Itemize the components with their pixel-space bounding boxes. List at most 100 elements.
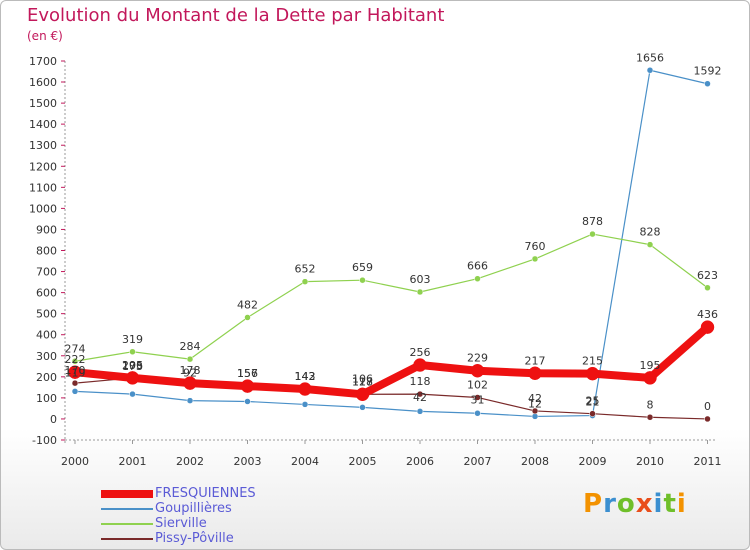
data-point-goupilli-res	[186, 397, 194, 404]
legend-item: FRESQUIENNES	[101, 486, 341, 502]
data-label-fresquiennes: 222	[65, 353, 86, 366]
data-point-goupilli-res	[359, 404, 366, 411]
data-point-fresquiennes	[298, 382, 312, 396]
data-label-pissy-p-ville: 127	[352, 375, 373, 388]
data-point-sierville	[474, 275, 481, 282]
data-label-fresquiennes: 206	[122, 359, 143, 372]
data-label: 42	[413, 391, 427, 404]
data-label-pissy-p-ville: 42	[528, 392, 542, 405]
y-tick-label: 700	[36, 266, 57, 279]
data-label-fresquiennes: 156	[237, 367, 258, 380]
proxiti-logo: Proxiti	[583, 489, 687, 519]
data-point-fresquiennes	[183, 376, 197, 390]
data-label: 21	[586, 396, 600, 409]
data-label-pissy-p-ville: 25	[586, 395, 600, 408]
data-point-fresquiennes	[125, 371, 140, 385]
data-point-fresquiennes	[470, 363, 485, 378]
y-tick-label: 400	[36, 329, 57, 342]
data-point-goupilli-res	[474, 410, 481, 417]
data-point-fresquiennes	[355, 387, 370, 402]
data-label-goupilli-res: 1592	[694, 65, 722, 78]
y-tick-label: 900	[36, 223, 57, 236]
data-point-sierville	[704, 284, 711, 292]
data-label-pissy-p-ville: 0	[704, 400, 711, 413]
data-point-fresquiennes	[413, 358, 427, 372]
y-tick-label: -100	[32, 434, 57, 447]
y-tick-label: 1200	[29, 160, 57, 173]
data-point-goupilli-res	[646, 67, 654, 74]
data-label: 12	[528, 397, 542, 410]
y-tick-label: 0	[50, 413, 57, 426]
data-point-sierville	[359, 276, 366, 284]
data-label-sierville: 652	[295, 263, 316, 276]
chart-subtitle: (en €)	[27, 29, 63, 43]
data-point-fresquiennes	[68, 365, 82, 379]
legend-item: Goupillières	[101, 501, 341, 517]
data-label-fresquiennes: 178	[180, 364, 201, 377]
data-label-sierville: 319	[122, 333, 143, 346]
series-line-fresquiennes	[71, 323, 712, 399]
legend-item: Sierville	[101, 516, 341, 532]
logo-letter: t	[663, 489, 677, 519]
data-label-sierville: 623	[697, 269, 718, 282]
legend-swatch	[101, 490, 153, 498]
data-point-sierville	[186, 355, 194, 363]
data-label-fresquiennes: 215	[582, 355, 603, 368]
x-tick-label: 2011	[694, 455, 722, 468]
x-tick-label: 2009	[579, 455, 607, 468]
data-point-goupilli-res	[704, 80, 711, 87]
logo-letter: i	[653, 489, 664, 519]
logo-letter: o	[616, 489, 636, 519]
x-tick-label: 2000	[61, 455, 89, 468]
data-label-fresquiennes: 217	[525, 354, 546, 367]
data-point-pissy-p-ville	[704, 415, 711, 423]
y-tick-label: 1100	[29, 181, 57, 194]
data-label-pissy-p-ville: 195	[122, 359, 143, 372]
x-tick-label: 2003	[234, 455, 262, 468]
data-label-sierville: 666	[467, 260, 488, 273]
data-point-goupilli-res	[244, 398, 251, 405]
logo-letter: r	[603, 489, 617, 519]
data-label-sierville: 274	[65, 342, 86, 355]
data-point-pissy-p-ville	[589, 410, 596, 417]
y-tick-label: 1300	[29, 139, 57, 152]
data-point-pissy-p-ville	[531, 407, 539, 415]
legend-label: FRESQUIENNES	[155, 486, 256, 501]
data-label-fresquiennes: 229	[467, 352, 488, 365]
data-label-fresquiennes: 118	[352, 375, 373, 388]
logo-letter: x	[635, 489, 654, 519]
data-label-sierville: 482	[237, 298, 258, 311]
data-point-goupilli-res	[416, 408, 424, 415]
y-tick-label: 1000	[29, 202, 57, 215]
data-label-pissy-p-ville: 92	[183, 366, 197, 379]
data-label-fresquiennes: 142	[295, 370, 316, 383]
legend-item: Pissy-Pôville	[101, 531, 341, 547]
data-point-sierville	[531, 255, 539, 263]
data-point-goupilli-res	[129, 390, 136, 398]
data-label-sierville: 828	[640, 226, 661, 239]
data-label-sierville: 760	[525, 240, 546, 253]
data-point-fresquiennes	[585, 366, 600, 381]
data-point-sierville	[589, 230, 596, 238]
data-point-pissy-p-ville	[416, 390, 424, 398]
data-point-fresquiennes	[240, 379, 255, 393]
data-label-sierville: 603	[410, 273, 431, 286]
data-point-pissy-p-ville	[646, 414, 654, 421]
data-label-fresquiennes: 256	[410, 346, 431, 359]
legend-swatch	[101, 538, 153, 540]
data-label-sierville: 284	[180, 340, 201, 353]
data-point-sierville	[244, 314, 251, 321]
data-label-pissy-p-ville: 170	[65, 364, 86, 377]
y-tick-label: 1400	[29, 118, 57, 131]
data-label-goupilli-res: 1656	[636, 51, 664, 64]
x-tick-label: 2001	[119, 455, 147, 468]
y-tick-label: 500	[36, 308, 57, 321]
data-label: 106	[352, 373, 373, 386]
data-point-sierville	[71, 358, 79, 365]
data-label-sierville: 659	[352, 261, 373, 274]
y-tick-label: 600	[36, 287, 57, 300]
chart-title: Evolution du Montant de la Dette par Hab…	[27, 5, 445, 26]
chart-legend: FRESQUIENNES Goupillières Sierville Pissy-P…	[101, 486, 341, 547]
